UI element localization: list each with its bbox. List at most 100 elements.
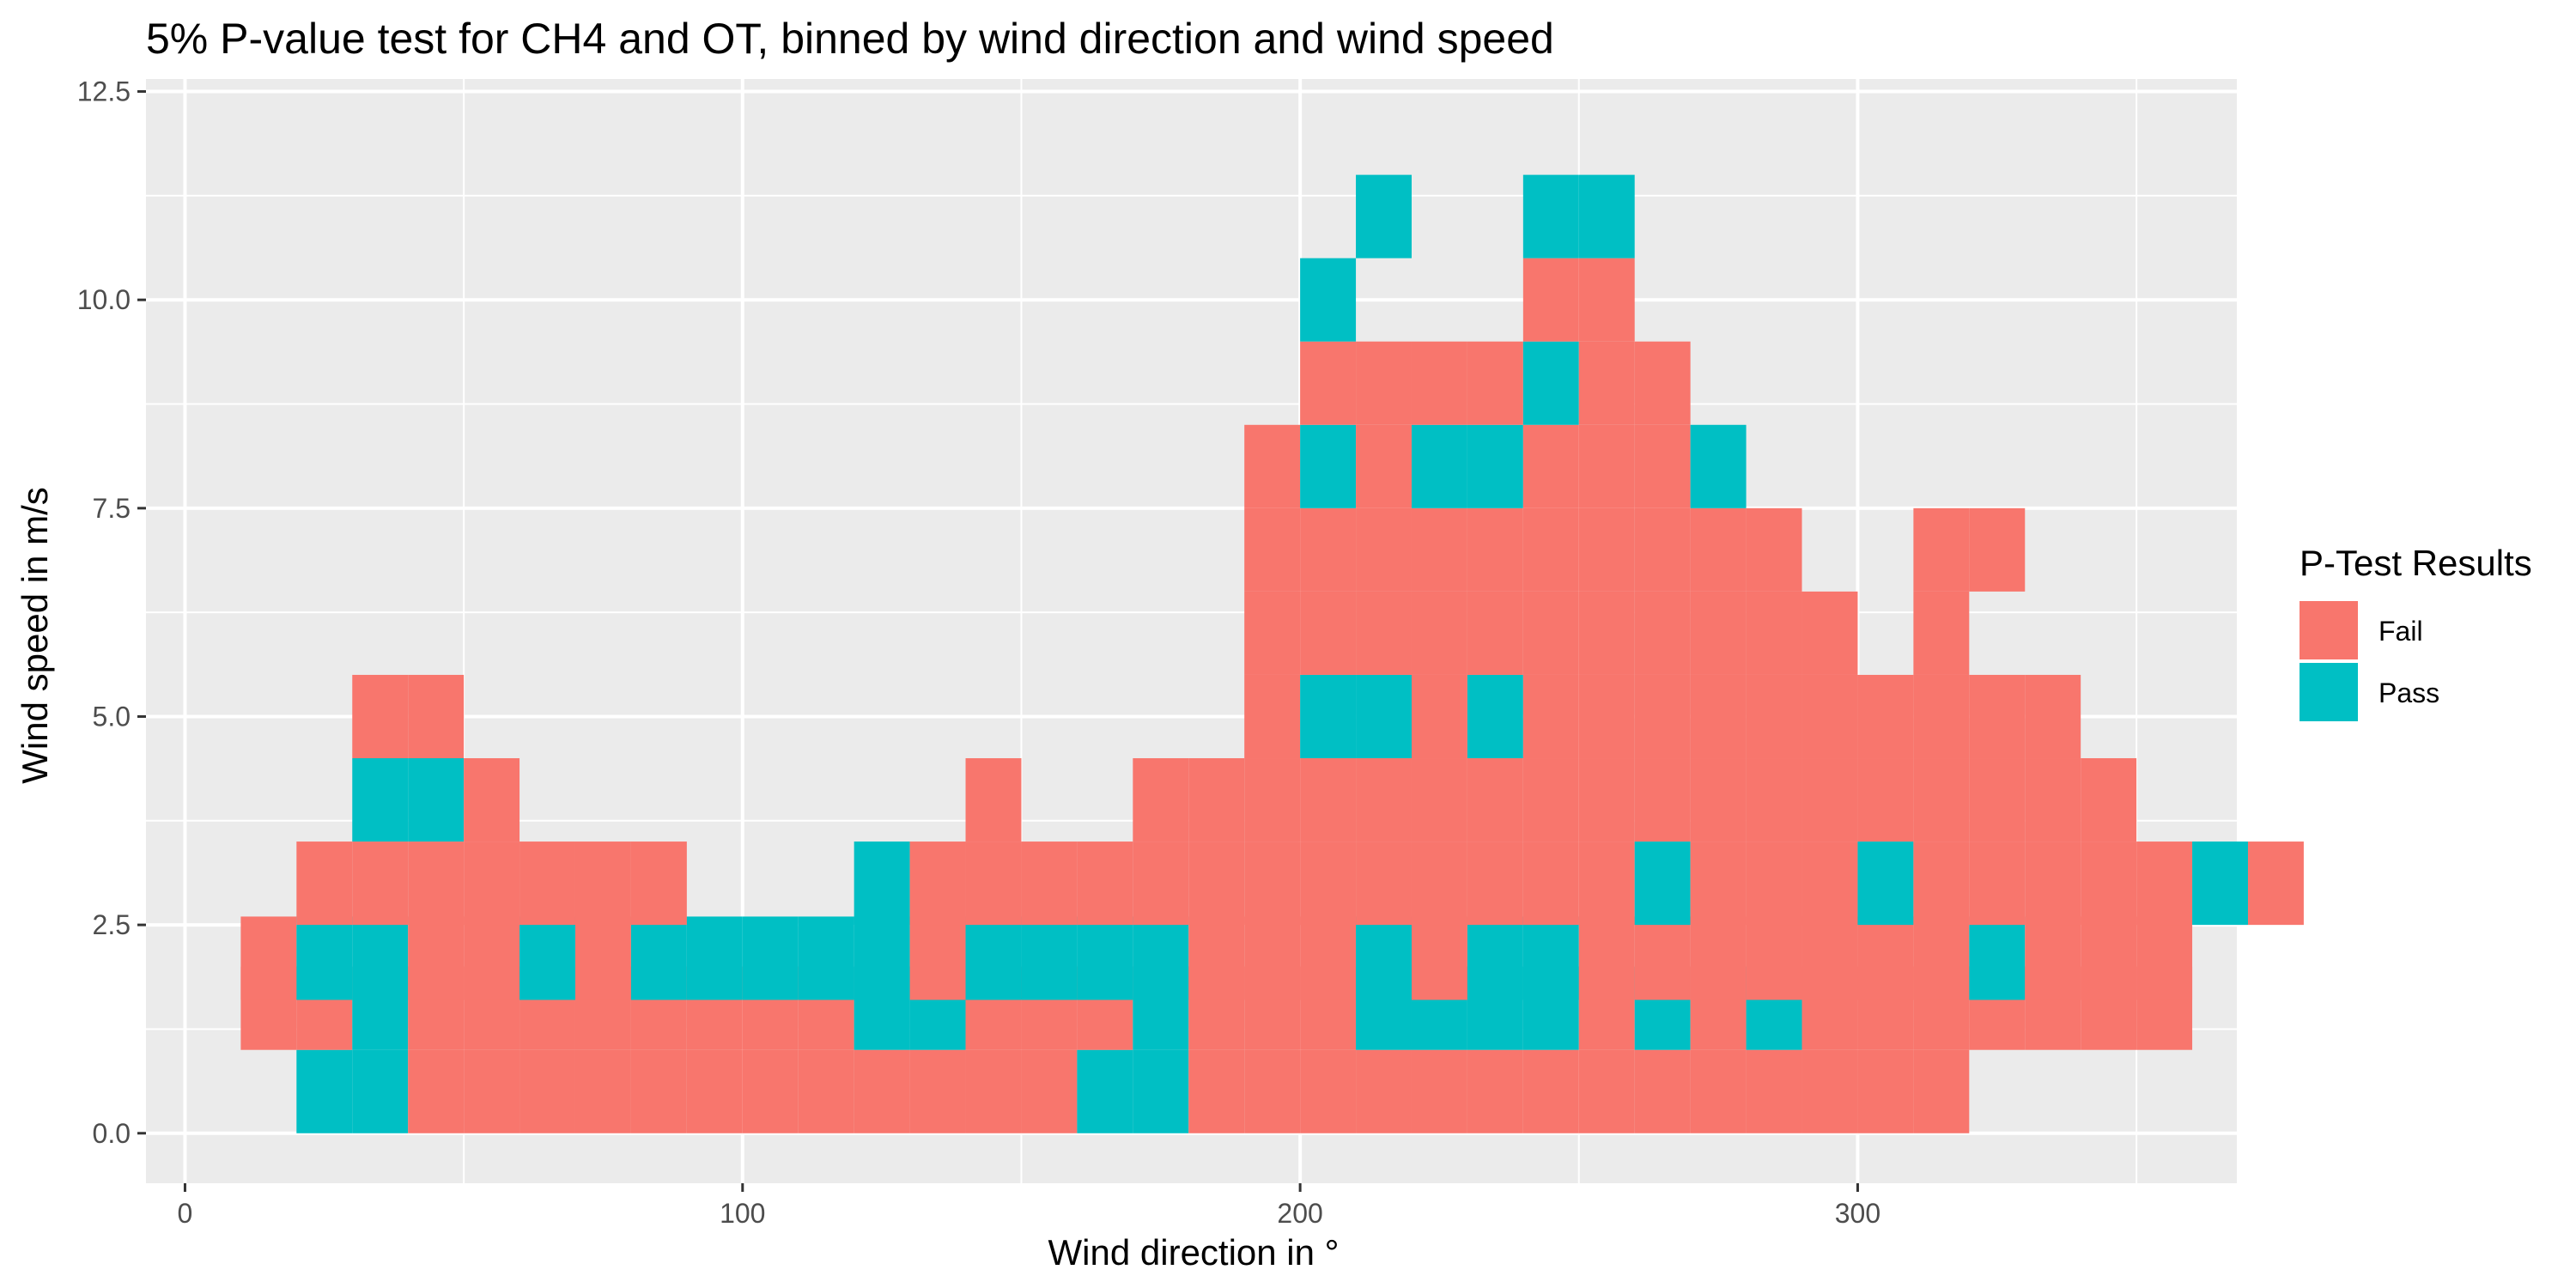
tile-fail bbox=[1188, 841, 1245, 926]
tile-fail bbox=[1578, 674, 1635, 759]
tile-fail bbox=[464, 1049, 520, 1133]
tile-fail bbox=[742, 1049, 799, 1133]
tile-fail bbox=[2247, 841, 2304, 926]
tile-fail bbox=[1801, 1049, 1858, 1133]
tile-fail bbox=[1969, 758, 2026, 842]
tile-pass bbox=[1356, 174, 1412, 258]
tile-fail bbox=[1690, 674, 1747, 759]
tile-fail bbox=[1690, 758, 1747, 842]
tile-fail bbox=[240, 916, 297, 1000]
tile-fail bbox=[464, 916, 520, 1000]
tile-fail bbox=[1467, 507, 1523, 592]
x-tick-label: 0 bbox=[178, 1198, 193, 1229]
tile-pass bbox=[1690, 424, 1747, 508]
tile-pass bbox=[352, 758, 409, 842]
tile-pass bbox=[1467, 916, 1523, 1000]
tile-fail bbox=[909, 1049, 966, 1133]
tile-fail bbox=[1578, 341, 1635, 425]
y-tick-label: 10.0 bbox=[77, 284, 131, 315]
tile-fail bbox=[798, 1049, 854, 1133]
tile-fail bbox=[1578, 258, 1635, 342]
tile-fail bbox=[296, 841, 353, 926]
tile-pass bbox=[1578, 174, 1635, 258]
tile-pass bbox=[296, 916, 353, 1000]
tile-pass bbox=[742, 916, 799, 1000]
tile-fail bbox=[1913, 507, 1970, 592]
tile-fail bbox=[1578, 1049, 1635, 1133]
tile-fail bbox=[1746, 841, 1802, 926]
tile-fail bbox=[909, 916, 966, 1000]
y-tick-label: 7.5 bbox=[93, 493, 131, 524]
tile-pass bbox=[686, 916, 743, 1000]
tile-fail bbox=[1801, 674, 1858, 759]
tile-fail bbox=[1969, 507, 2026, 592]
x-tick-label: 300 bbox=[1835, 1198, 1880, 1229]
tile-fail bbox=[1244, 507, 1301, 592]
y-tick-label: 2.5 bbox=[93, 909, 131, 940]
tile-fail bbox=[1356, 758, 1412, 842]
tile-pass bbox=[630, 916, 687, 1000]
tile-fail bbox=[1913, 841, 1970, 926]
tile-fail bbox=[1969, 674, 2026, 759]
tile-fail bbox=[1244, 424, 1301, 508]
tile-fail bbox=[1913, 1049, 1970, 1133]
tile-fail bbox=[1077, 841, 1133, 926]
tile-fail bbox=[909, 841, 966, 926]
tile-fail bbox=[574, 1049, 631, 1133]
tile-fail bbox=[1356, 591, 1412, 675]
legend-label-pass: Pass bbox=[2379, 677, 2439, 708]
axes: 0 100 200 300 0.0 2.5 5.0 7.5 10.0 12.5 bbox=[77, 76, 1880, 1229]
tile-fail bbox=[1634, 591, 1691, 675]
tile-fail bbox=[1021, 841, 1078, 926]
tile-fail bbox=[1857, 1049, 1914, 1133]
tile-fail bbox=[1913, 591, 1970, 675]
tile-fail bbox=[1522, 674, 1579, 759]
tile-pass bbox=[854, 841, 910, 926]
x-tick-label: 200 bbox=[1277, 1198, 1322, 1229]
tile-fail bbox=[1467, 841, 1523, 926]
tile-fail bbox=[464, 841, 520, 926]
tile-pass bbox=[1356, 916, 1412, 1000]
tile-fail bbox=[1467, 591, 1523, 675]
tile-fail bbox=[1746, 1049, 1802, 1133]
tile-fail bbox=[630, 841, 687, 926]
tile-fail bbox=[574, 841, 631, 926]
tile-pass bbox=[1857, 841, 1914, 926]
tile-fail bbox=[1356, 841, 1412, 926]
tile-fail bbox=[1578, 916, 1635, 1000]
tile-fail bbox=[1857, 916, 1914, 1000]
tile-fail bbox=[686, 1049, 743, 1133]
tile-fail bbox=[1300, 507, 1357, 592]
tile-fail bbox=[1801, 916, 1858, 1000]
tile-pass bbox=[1522, 174, 1579, 258]
tile-fail bbox=[1411, 758, 1467, 842]
tile-fail bbox=[1356, 424, 1412, 508]
tile-fail bbox=[965, 841, 1022, 926]
tile-fail bbox=[1913, 916, 1970, 1000]
tile-pass bbox=[408, 758, 465, 842]
tile-fail bbox=[464, 758, 520, 842]
legend-key-pass bbox=[2300, 663, 2358, 721]
legend-title: P-Test Results bbox=[2300, 543, 2532, 583]
tile-fail bbox=[1300, 591, 1357, 675]
tile-fail bbox=[1913, 674, 1970, 759]
tile-fail bbox=[408, 916, 465, 1000]
tile-fail bbox=[965, 1049, 1022, 1133]
tile-fail bbox=[2025, 758, 2081, 842]
tile-fail bbox=[1746, 507, 1802, 592]
tile-fail bbox=[1300, 841, 1357, 926]
tile-pass bbox=[519, 916, 575, 1000]
tile-fail bbox=[1522, 424, 1579, 508]
tile-pass bbox=[798, 916, 854, 1000]
tile-fail bbox=[408, 1049, 465, 1133]
y-tick-label: 12.5 bbox=[77, 76, 131, 107]
tile-fail bbox=[1634, 916, 1691, 1000]
tile-fail bbox=[1188, 1049, 1245, 1133]
tile-fail bbox=[1522, 258, 1579, 342]
tile-fail bbox=[1522, 591, 1579, 675]
tile-fail bbox=[1244, 1049, 1301, 1133]
chart-title: 5% P-value test for CH4 and OT, binned b… bbox=[146, 15, 1554, 63]
tile-fail bbox=[1411, 341, 1467, 425]
y-tick-label: 5.0 bbox=[93, 701, 131, 732]
tile-pass bbox=[1411, 424, 1467, 508]
